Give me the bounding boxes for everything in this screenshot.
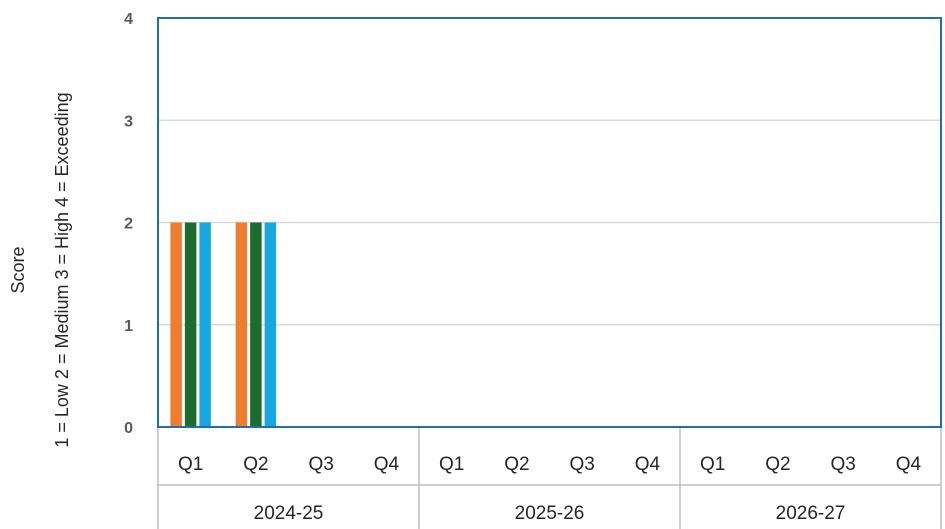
x-tick-label: Q1 [439,454,464,475]
x-tick-label: Q3 [830,454,855,475]
y-axis-title: Score 1 = Low 2 = Medium 3 = High 4 = Ex… [8,92,72,447]
y-axis-title-line-1: Score [8,246,28,293]
bar [170,222,182,427]
x-axis: Q1 Q2 Q3 Q4 Q1 Q2 Q3 Q4 Q1 Q2 Q3 Q4 2024-25 2025-26 20… [157,427,942,529]
bar [264,222,277,427]
x-tick-label: Q2 [765,454,790,475]
x-group-label: 2024-25 [254,503,324,524]
bar [199,222,211,427]
y-tick-label: 4 [124,11,133,28]
y-tick-label: 2 [124,216,133,233]
x-group-label: 2025-26 [515,503,585,524]
gridlines [158,119,941,326]
x-tick-label: Q4 [635,454,661,475]
y-tick-label: 1 [124,318,133,335]
x-tick-label: Q2 [243,454,268,475]
bar [235,222,248,427]
x-tick-label: Q1 [700,454,725,475]
x-group-label: 2026-27 [776,503,846,524]
y-tick-label: 3 [124,113,133,130]
x-tick-label: Q2 [504,454,529,475]
bar [250,222,262,427]
x-tick-label: Q3 [308,454,333,475]
x-tick-label: Q1 [178,454,203,475]
plot-frame [157,17,942,428]
x-tick-label: Q3 [569,454,594,475]
x-tick-label: Q4 [896,454,922,475]
y-axis-ticks: 0 1 2 3 4 [124,11,133,437]
bars [170,222,277,427]
y-tick-label: 0 [124,420,133,437]
y-axis-title-line-2: 1 = Low 2 = Medium 3 = High 4 = Exceedin… [52,92,72,447]
x-tick-label: Q4 [374,454,400,475]
bar [184,222,197,427]
